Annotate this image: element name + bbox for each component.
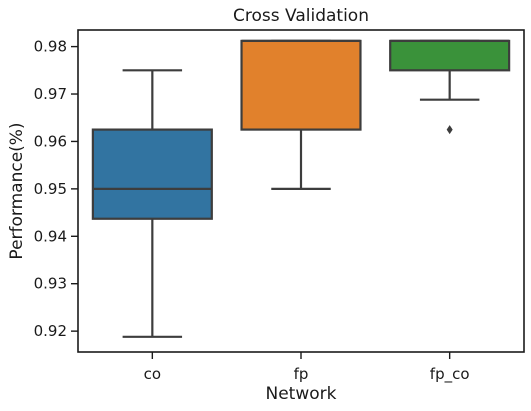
y-tick-label: 0.98	[34, 38, 67, 56]
plot-area	[91, 39, 511, 338]
box-body	[389, 39, 511, 72]
box-body	[91, 128, 213, 220]
y-axis: 0.92 0.93 0.94 0.95 0.96 0.97 0.98	[34, 38, 78, 340]
box-co	[91, 69, 213, 338]
x-axis-label: Network	[266, 384, 337, 404]
box-fp	[240, 39, 362, 190]
x-tick-label: co	[144, 365, 161, 383]
outlier-point	[446, 125, 453, 135]
y-axis-label: Performance(%)	[7, 122, 27, 259]
y-tick-label: 0.95	[34, 180, 67, 198]
box-body	[240, 39, 362, 131]
y-tick-label: 0.93	[34, 275, 67, 293]
chart-title: Cross Validation	[233, 6, 369, 26]
box-fp_co	[389, 39, 511, 135]
y-tick-label: 0.92	[34, 322, 67, 340]
x-axis: co fp fp_co	[144, 352, 470, 384]
x-tick-label: fp_co	[430, 365, 470, 384]
y-tick-label: 0.94	[34, 227, 67, 245]
y-tick-label: 0.97	[34, 85, 67, 103]
y-tick-label: 0.96	[34, 132, 67, 150]
x-tick-label: fp	[294, 365, 309, 383]
